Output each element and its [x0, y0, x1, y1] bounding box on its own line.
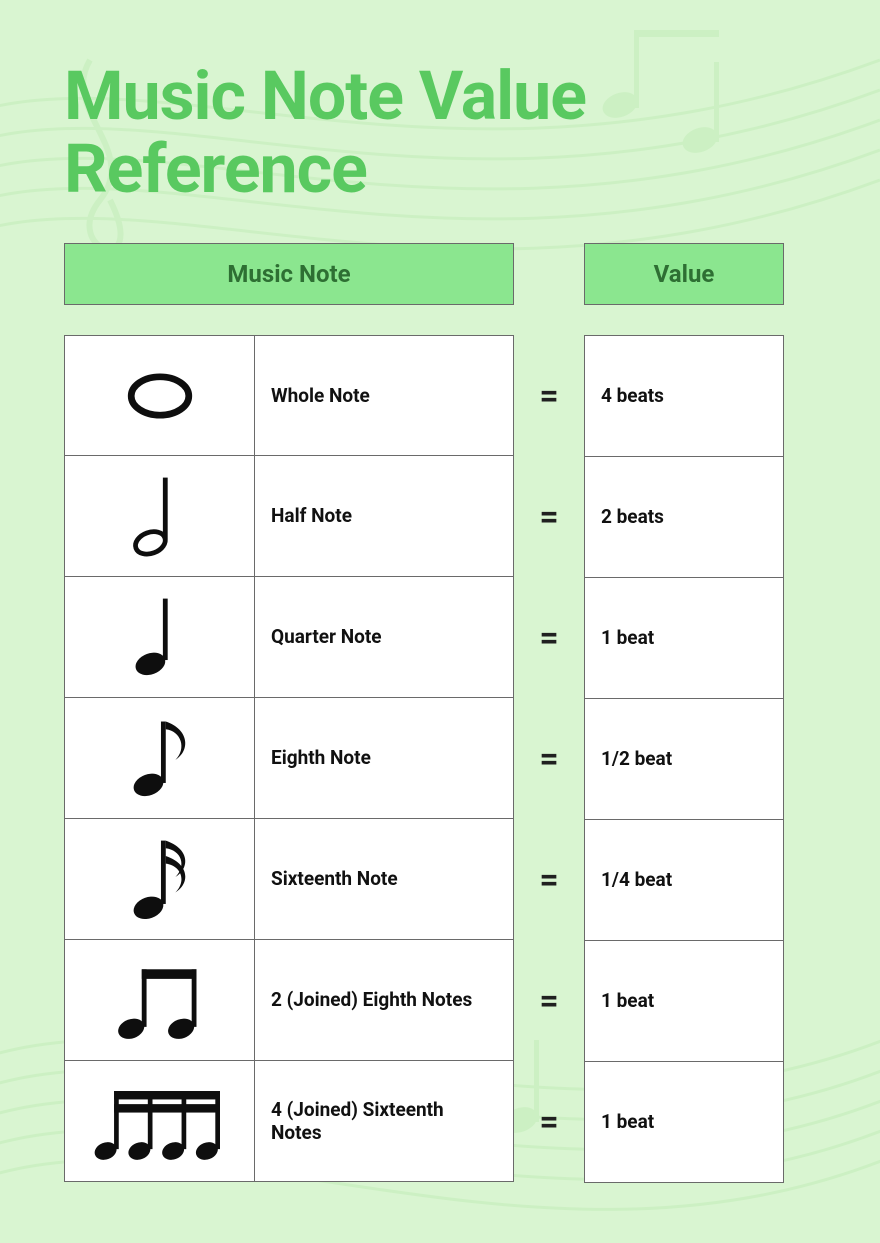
note-label-cell: Eighth Note: [254, 697, 514, 819]
table-row: 4 (Joined) Sixteenth Notes: [64, 1061, 514, 1183]
equals-sign: =: [514, 577, 584, 699]
equals-sign: =: [514, 456, 584, 578]
sixteenth-note-icon: [110, 831, 210, 927]
note-label-cell: Sixteenth Note: [254, 818, 514, 940]
equals-sign: =: [514, 940, 584, 1062]
half-note-icon: [110, 468, 210, 564]
note-symbol-cell: [64, 335, 254, 457]
note-symbol-cell: [64, 1060, 254, 1182]
value-cell: 1 beat: [584, 940, 784, 1062]
table-row: Sixteenth Note: [64, 819, 514, 941]
note-symbol-cell: [64, 939, 254, 1061]
value-cell: 1 beat: [584, 1061, 784, 1183]
note-label-cell: Whole Note: [254, 335, 514, 457]
quarter-note-icon: [110, 589, 210, 685]
note-symbol-cell: [64, 697, 254, 819]
equals-sign: =: [514, 335, 584, 457]
equals-sign: =: [514, 698, 584, 820]
value-cell: 1/2 beat: [584, 698, 784, 820]
note-symbol-cell: [64, 818, 254, 940]
note-label-cell: 4 (Joined) Sixteenth Notes: [254, 1060, 514, 1182]
value-cell: 1/4 beat: [584, 819, 784, 941]
table-row: Eighth Note: [64, 698, 514, 820]
equals-sign: =: [514, 1061, 584, 1183]
note-label-cell: Quarter Note: [254, 576, 514, 698]
value-cell: 2 beats: [584, 456, 784, 578]
beamed-sixteenth-quad-icon: [85, 1073, 235, 1169]
table-row: Half Note: [64, 456, 514, 578]
column-header-value: Value: [584, 243, 784, 305]
column-header-note: Music Note: [64, 243, 514, 305]
equals-sign: =: [514, 819, 584, 941]
beamed-eighth-pair-icon: [100, 952, 220, 1048]
note-value-table: Music Note Value Whole Note = 4 beats Ha…: [64, 243, 816, 1183]
table-row: 2 (Joined) Eighth Notes: [64, 940, 514, 1062]
page-title: Music Note Value Reference: [64, 60, 816, 207]
table-row: Whole Note: [64, 335, 514, 457]
note-symbol-cell: [64, 576, 254, 698]
whole-note-icon: [110, 348, 210, 444]
note-label-cell: Half Note: [254, 455, 514, 577]
note-symbol-cell: [64, 455, 254, 577]
value-cell: 1 beat: [584, 577, 784, 699]
table-row: Quarter Note: [64, 577, 514, 699]
eighth-note-icon: [110, 710, 210, 806]
value-cell: 4 beats: [584, 335, 784, 457]
note-label-cell: 2 (Joined) Eighth Notes: [254, 939, 514, 1061]
